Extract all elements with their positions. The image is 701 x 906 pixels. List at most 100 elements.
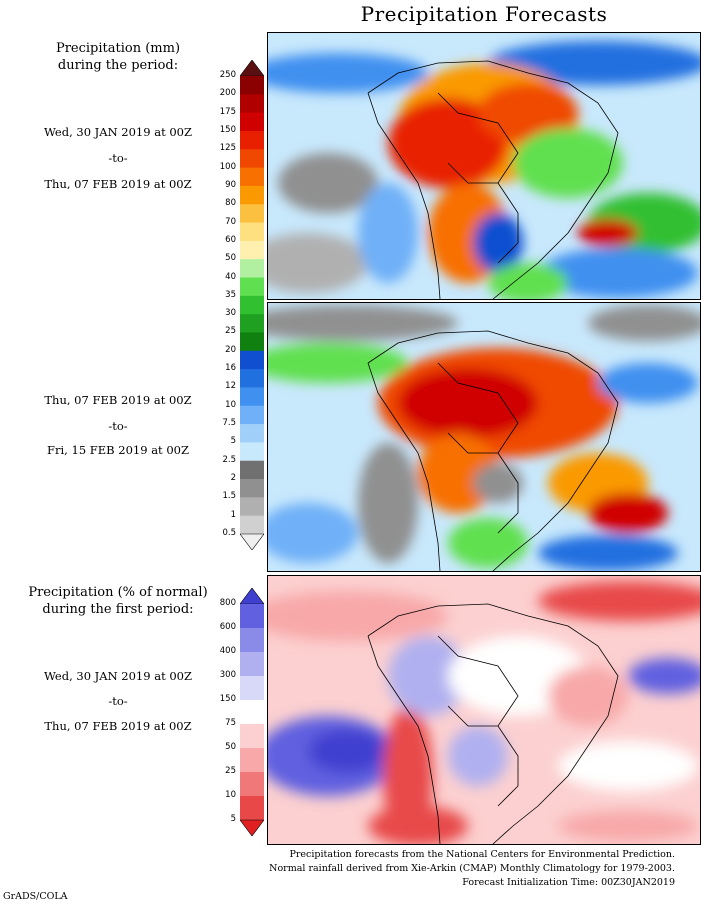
mm-scale-tick-label: 200	[219, 88, 236, 99]
percent-scale-swatch	[240, 652, 264, 677]
mm-scale-swatch	[240, 259, 264, 279]
percent-scale-swatch	[240, 724, 264, 749]
precip-map-period1	[267, 32, 701, 300]
mm-scale-tick-label: 2.5	[222, 454, 236, 465]
mm-scale-swatch	[240, 405, 264, 425]
mm-scale-tick-label: 30	[225, 308, 236, 319]
precip-map-period2	[267, 302, 701, 572]
mm-scale-swatch	[240, 222, 264, 242]
panel3-heading: Precipitation (% of normal) during the f…	[0, 584, 236, 618]
mm-scale-tick-label: 12	[225, 381, 236, 392]
mm-scale-tick-label: 1	[230, 509, 236, 520]
mm-scale-svg	[239, 59, 265, 551]
percent-scale-swatch	[240, 628, 264, 653]
mm-scale-tick-label: 90	[225, 179, 236, 190]
panel3-heading-line1: Precipitation (% of normal)	[28, 585, 208, 600]
mm-scale-tick-label: 1.5	[222, 491, 236, 502]
percent-scale-swatch	[240, 796, 264, 821]
mm-scale-top-arrow	[239, 59, 265, 77]
panel2-separator: -to-	[108, 419, 128, 433]
panel1-separator: -to-	[108, 151, 128, 165]
mm-scale-swatch	[240, 277, 264, 297]
mm-scale-swatch	[240, 350, 264, 370]
percent-scale-bottom-arrow	[239, 819, 265, 837]
mm-scale-ticks: 250 200 175 150 125 100 90 80 70 60 50 40 35 30 25 20 16…	[206, 60, 238, 550]
percent-scale-tick-label: 150	[219, 694, 236, 704]
mm-scale-bottom-arrow	[239, 533, 265, 551]
mm-scale-tick-label: 80	[225, 198, 236, 209]
percent-scale-swatch	[240, 676, 264, 701]
panel3-heading-line2: during the first period:	[42, 602, 194, 617]
mm-scale-swatch	[240, 479, 264, 498]
mm-scale-swatch	[240, 387, 264, 407]
panel3-end-date: Thu, 07 FEB 2019 at 00Z	[44, 719, 192, 733]
percent-scale-tick-label: 75	[225, 718, 236, 728]
mm-scale-swatch	[240, 515, 264, 535]
mm-scale-swatch	[240, 167, 264, 187]
percent-scale-tick-label: 300	[219, 670, 236, 680]
mm-scale-swatch	[240, 424, 264, 443]
mm-scale-swatch	[240, 130, 264, 150]
percent-scale-swatch	[240, 748, 264, 773]
panel2-end-date: Fri, 15 FEB 2019 at 00Z	[47, 443, 189, 457]
percent-scale-swatch	[240, 700, 264, 725]
percent-scale-tick-label: 25	[225, 766, 236, 776]
panel2-start-date: Thu, 07 FEB 2019 at 00Z	[44, 393, 192, 407]
mm-scale-swatch	[240, 332, 264, 352]
page-title: Precipitation Forecasts	[360, 2, 608, 26]
percent-of-normal-map	[267, 575, 701, 845]
mm-scale-tick-label: 150	[219, 124, 236, 135]
mm-scale-tick-label: 60	[225, 234, 236, 245]
mm-scale-swatch	[240, 185, 264, 205]
mm-scale-swatch	[240, 314, 264, 333]
mm-scale-tick-label: 10	[225, 399, 236, 410]
mm-scale-swatch	[240, 204, 264, 224]
mm-scale-swatch	[240, 94, 264, 114]
percent-scale-tick-label: 5	[230, 814, 236, 824]
mm-scale-tick-label: 25	[225, 326, 236, 337]
mm-scale-tick-label: 0.5	[222, 528, 236, 538]
mm-scale-swatch	[240, 497, 264, 517]
mm-scale-swatch	[240, 112, 264, 132]
footer-notes: Precipitation forecasts from the Nationa…	[235, 848, 675, 890]
percent-scale-swatch	[240, 604, 264, 629]
panel1-heading-line2: during the period:	[57, 58, 179, 73]
mm-scale-tick-label: 40	[225, 271, 236, 282]
mm-scale-tick-label: 70	[225, 216, 236, 227]
panel3-start-date: Wed, 30 JAN 2019 at 00Z	[44, 669, 192, 683]
mm-scale-tick-label: 100	[219, 161, 236, 172]
mm-scale-tick-label: 50	[225, 253, 236, 264]
mm-scale-swatch	[240, 76, 264, 95]
mm-scale-swatch	[240, 240, 264, 260]
mm-scale-swatch	[240, 149, 264, 169]
mm-scale-tick-label: 7.5	[222, 418, 236, 429]
footer-line2: Normal rainfall derived from Xie-Arkin (…	[269, 863, 675, 874]
panel1-heading: Precipitation (mm) during the period:	[0, 40, 236, 74]
mm-scale-tick-label: 125	[219, 143, 236, 154]
percent-scale-tick-label: 50	[225, 742, 236, 752]
mm-scale-tick-label: 2	[230, 473, 236, 484]
percent-scale-svg	[239, 587, 265, 837]
mm-scale-tick-label: 250	[219, 70, 236, 80]
grads-credit: GrADS/COLA	[3, 891, 68, 902]
mm-scale-tick-label: 16	[225, 363, 236, 374]
panel1-heading-line1: Precipitation (mm)	[55, 41, 181, 56]
percent-scale-ticks: 800 600 400 300 150 75 50 25 10 5	[206, 588, 238, 836]
footer-line1: Precipitation forecasts from the Nationa…	[289, 849, 676, 860]
mm-scale-tick-label: 175	[219, 106, 236, 117]
panel1-start-date: Wed, 30 JAN 2019 at 00Z	[44, 125, 192, 139]
percent-scale-tick-label: 400	[219, 646, 236, 656]
mm-scale-swatch	[240, 442, 264, 462]
percent-scale-swatch	[240, 772, 264, 797]
percent-scale-tick-label: 800	[219, 598, 236, 608]
mm-scale-swatch	[240, 295, 264, 315]
percent-scale-top-arrow	[239, 587, 265, 605]
footer-line3: Forecast Initialization Time: 00Z30JAN20…	[462, 877, 675, 888]
mm-scale-swatch	[240, 460, 264, 480]
percent-scale-tick-label: 10	[225, 790, 236, 800]
mm-color-scale	[239, 59, 265, 551]
panel1-end-date: Thu, 07 FEB 2019 at 00Z	[44, 177, 192, 191]
mm-scale-tick-label: 35	[225, 289, 236, 300]
percent-scale-tick-label: 600	[219, 622, 236, 632]
percent-color-scale	[239, 587, 265, 837]
